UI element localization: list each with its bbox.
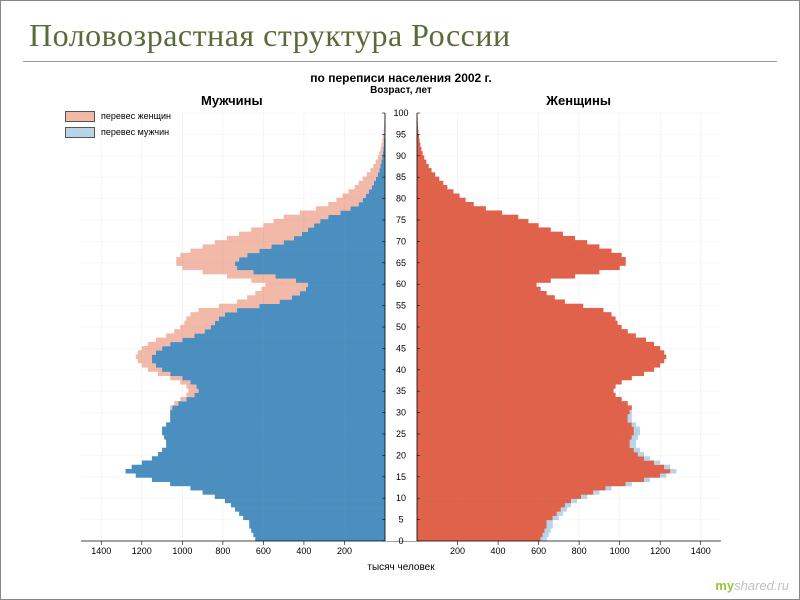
svg-text:50: 50 xyxy=(396,322,406,332)
svg-text:1400: 1400 xyxy=(691,546,711,556)
svg-text:35: 35 xyxy=(396,386,406,396)
svg-text:55: 55 xyxy=(396,301,406,311)
y-axis-label: Возраст, лет xyxy=(370,85,432,96)
svg-text:1200: 1200 xyxy=(650,546,670,556)
svg-text:80: 80 xyxy=(396,194,406,204)
svg-text:95: 95 xyxy=(396,129,406,139)
svg-text:600: 600 xyxy=(531,546,546,556)
svg-text:90: 90 xyxy=(396,151,406,161)
svg-text:20: 20 xyxy=(396,450,406,460)
svg-text:200: 200 xyxy=(450,546,465,556)
svg-text:1000: 1000 xyxy=(610,546,630,556)
svg-text:15: 15 xyxy=(396,472,406,482)
svg-text:60: 60 xyxy=(396,279,406,289)
svg-text:1000: 1000 xyxy=(172,546,192,556)
svg-text:1200: 1200 xyxy=(132,546,152,556)
svg-text:30: 30 xyxy=(396,408,406,418)
svg-text:400: 400 xyxy=(491,546,506,556)
svg-text:65: 65 xyxy=(396,258,406,268)
svg-text:25: 25 xyxy=(396,429,406,439)
watermark-suffix: shared.ru xyxy=(734,578,789,593)
x-axis-label: тысяч человек xyxy=(367,562,434,573)
svg-text:100: 100 xyxy=(393,108,408,118)
svg-text:0: 0 xyxy=(398,536,403,546)
female-label: Женщины xyxy=(546,93,611,108)
svg-text:5: 5 xyxy=(398,515,403,525)
svg-text:1400: 1400 xyxy=(91,546,111,556)
svg-text:800: 800 xyxy=(572,546,587,556)
svg-text:200: 200 xyxy=(337,546,352,556)
watermark: myshared.ru xyxy=(715,578,789,593)
chart-container: по переписи населения 2002 г. Возраст, л… xyxy=(61,71,741,571)
svg-text:10: 10 xyxy=(396,493,406,503)
svg-text:45: 45 xyxy=(396,343,406,353)
chart-subtitle: по переписи населения 2002 г. xyxy=(61,71,741,85)
slide-title: Половозрастная структура России xyxy=(29,17,511,54)
svg-text:75: 75 xyxy=(396,215,406,225)
svg-text:600: 600 xyxy=(256,546,271,556)
svg-text:800: 800 xyxy=(215,546,230,556)
svg-text:400: 400 xyxy=(296,546,311,556)
svg-text:85: 85 xyxy=(396,172,406,182)
watermark-prefix: my xyxy=(715,578,734,593)
male-label: Мужчины xyxy=(201,93,263,108)
pyramid-chart: 2002004004006006008008001000100012001200… xyxy=(81,107,721,567)
slide: Половозрастная структура России по переп… xyxy=(0,0,800,600)
svg-text:40: 40 xyxy=(396,365,406,375)
svg-text:70: 70 xyxy=(396,236,406,246)
title-underline xyxy=(23,61,777,62)
